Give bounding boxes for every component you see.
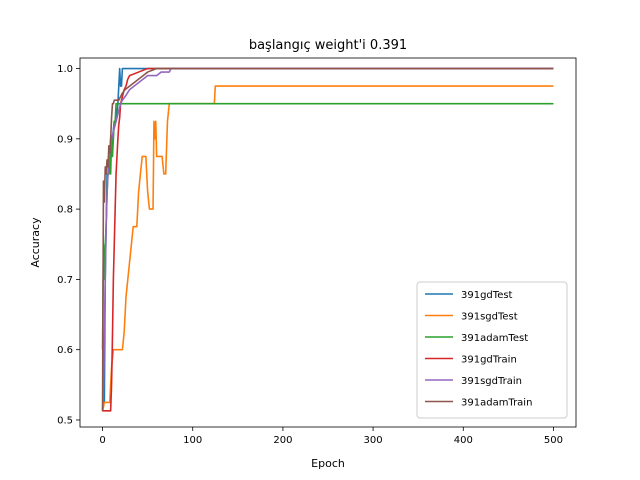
legend-box <box>416 281 568 419</box>
x-tick-label: 100 <box>183 435 202 446</box>
chart-title: başlangıç weight'i 0.391 <box>249 38 407 53</box>
legend-label: 391adamTrain <box>461 398 532 409</box>
series-line-3 <box>102 67 554 412</box>
y-tick-label: 0.5 <box>57 415 73 426</box>
x-tick-label: 300 <box>364 435 383 446</box>
legend-label: 391adamTest <box>461 333 528 344</box>
series-line-1 <box>101 85 554 412</box>
series-line-5 <box>101 67 554 411</box>
x-tick-label: 0 <box>99 435 105 446</box>
legend-label: 391gdTrain <box>461 355 517 366</box>
x-tick-label: 200 <box>273 435 292 446</box>
y-tick-label: 1.0 <box>57 64 73 75</box>
y-tick-label: 0.9 <box>57 134 73 145</box>
y-tick-label: 0.8 <box>57 205 73 216</box>
legend: 391gdTest 391sgdTest 391adamTest 391gdTrain… <box>416 281 568 419</box>
x-axis-label: Epoch <box>311 457 345 470</box>
x-axis-ticks: 0 100 200 300 400 500 <box>99 427 563 446</box>
legend-label: 391sgdTrain <box>461 376 522 387</box>
y-tick-label: 0.7 <box>57 275 73 286</box>
y-axis-ticks: 0.5 0.6 0.7 0.8 0.9 1.0 <box>57 64 80 426</box>
legend-label: 391sgdTest <box>461 312 518 323</box>
y-tick-label: 0.6 <box>57 345 73 356</box>
x-tick-label: 500 <box>544 435 563 446</box>
series-layer <box>101 67 554 412</box>
series-line-4 <box>101 67 554 411</box>
legend-label: 391gdTest <box>461 290 513 301</box>
y-axis-label: Accuracy <box>29 217 42 268</box>
plot-frame <box>79 57 577 428</box>
x-tick-label: 400 <box>454 435 473 446</box>
